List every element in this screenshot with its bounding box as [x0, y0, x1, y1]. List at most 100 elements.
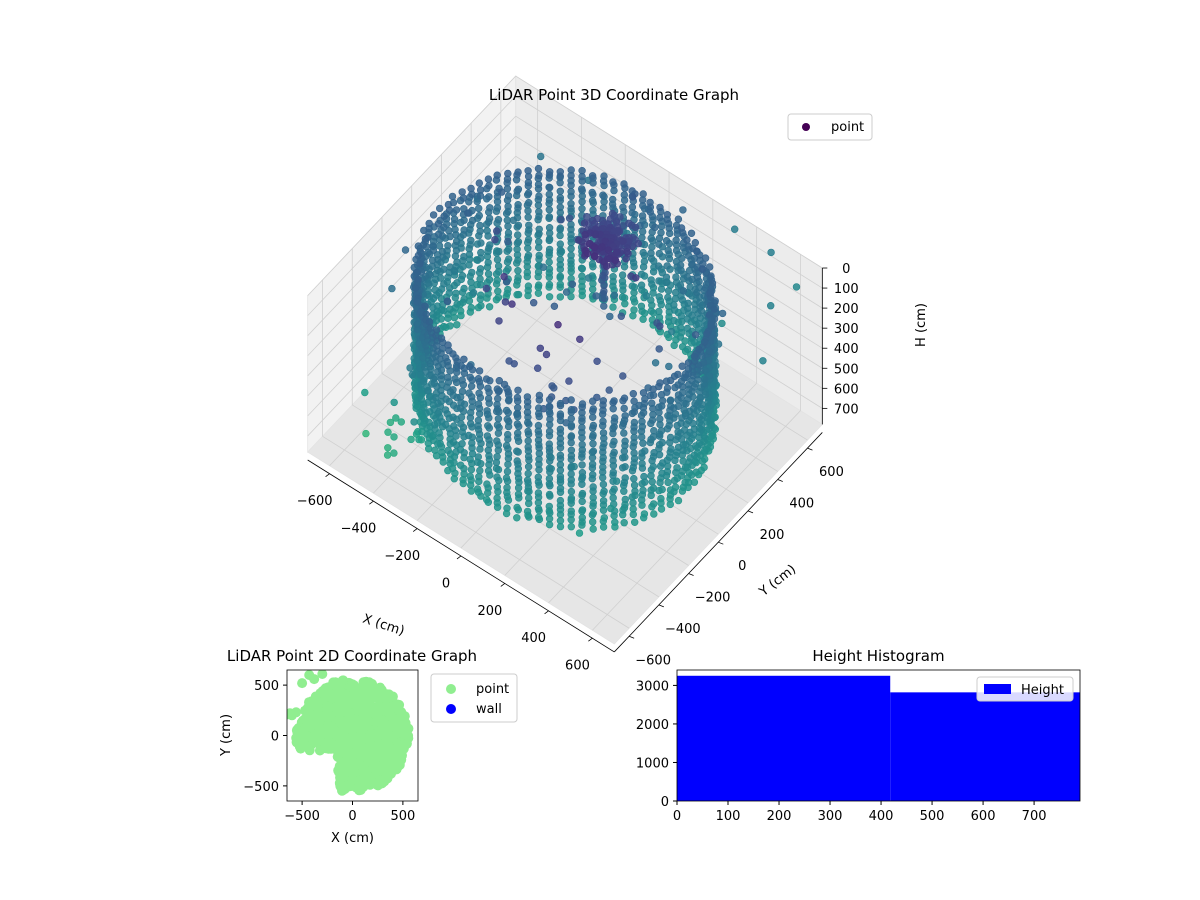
point-3d: [630, 454, 639, 463]
point-3d: [494, 287, 502, 295]
histogram-frame: [676, 669, 1081, 802]
point-3d: [456, 393, 465, 401]
point-2d: [348, 694, 359, 705]
point-2d: [314, 716, 325, 727]
scatter3d-axes: −600 −400 −200 0 200 400 600 X (cm) −600 −400 −200…: [297, 75, 929, 674]
point-3d: [674, 402, 682, 410]
histogram-bar: [890, 692, 1080, 801]
point-3d: [620, 404, 628, 413]
point-3d: [691, 400, 699, 408]
point-3d: [503, 488, 511, 497]
point-3d: [467, 465, 476, 474]
y-tick: [777, 479, 783, 482]
point-3d: [578, 414, 586, 422]
point-3d: [622, 255, 630, 263]
point-3d: [567, 292, 575, 301]
point-3d: [703, 330, 711, 338]
point-3d: [630, 397, 638, 405]
grid-y-floor: [322, 435, 630, 629]
point-2d: [372, 713, 383, 724]
point-3d: [484, 384, 492, 392]
point-3d: [656, 213, 664, 222]
point-3d: [428, 256, 437, 264]
point-3d: [655, 277, 663, 285]
point-3d: [648, 478, 656, 486]
point-3d: [476, 445, 484, 453]
point-3d: [663, 462, 672, 470]
point-3d: [657, 391, 666, 399]
point-3d: [448, 192, 457, 201]
point-3d: [649, 268, 658, 276]
point-3d: [545, 206, 553, 214]
point-3d: [477, 281, 485, 289]
point-3d: [673, 421, 681, 430]
point-2d: [329, 726, 340, 736]
point-3d: [483, 432, 492, 440]
point-3d: [665, 362, 673, 371]
point-3d: [656, 379, 664, 387]
point-3d: [495, 267, 503, 276]
y-tick: [718, 541, 724, 545]
point-3d: [453, 279, 461, 287]
point-3d: [477, 239, 485, 247]
point-3d: [542, 350, 551, 359]
point-3d: [485, 214, 494, 223]
y-tick-label: −400: [665, 622, 701, 637]
point-3d: [450, 422, 458, 430]
point-3d: [466, 455, 474, 464]
point-3d: [577, 185, 586, 193]
point-3d: [620, 429, 628, 437]
point-3d: [514, 168, 522, 176]
point-3d: [670, 341, 678, 350]
point-3d: [504, 430, 512, 439]
y-tick-label-2d: −500: [243, 780, 279, 795]
point-3d: [550, 384, 558, 392]
point-3d: [578, 198, 586, 206]
point-3d: [677, 312, 685, 320]
point-3d: [535, 225, 543, 234]
point-3d: [457, 413, 466, 421]
point-3d: [545, 490, 554, 499]
point-3d: [583, 249, 592, 258]
point-3d: [666, 500, 674, 509]
point-3d: [578, 205, 586, 213]
point-3d: [621, 437, 629, 445]
point-3d: [674, 428, 682, 436]
point-3d: [600, 487, 608, 495]
point-3d: [450, 313, 459, 322]
point-3d: [578, 167, 586, 175]
point-3d: [460, 226, 468, 234]
point-3d: [599, 463, 607, 471]
point-3d: [677, 224, 686, 232]
point-3d: [545, 515, 554, 523]
point-3d: [578, 423, 586, 432]
point-3d: [383, 451, 392, 459]
point-3d: [505, 357, 513, 365]
point-3d: [484, 422, 492, 430]
point-3d: [459, 262, 467, 271]
point-3d: [599, 497, 608, 505]
point-3d: [567, 432, 576, 440]
point-3d: [718, 309, 727, 318]
point-3d: [640, 510, 649, 518]
point-3d: [628, 193, 637, 201]
point-3d: [446, 232, 454, 241]
point-3d: [647, 276, 655, 284]
point-3d: [631, 404, 639, 412]
point-3d: [707, 272, 715, 280]
point-3d: [432, 275, 440, 284]
point-3d: [513, 457, 521, 465]
point-3d: [567, 515, 575, 524]
point-3d: [567, 220, 575, 229]
x-tick-label: 0: [442, 576, 450, 591]
point-3d: [710, 305, 718, 313]
point-3d: [556, 272, 564, 280]
point-3d: [545, 265, 554, 273]
y-tick-label: 400: [789, 496, 814, 511]
point-3d: [504, 265, 512, 273]
point-3d: [401, 246, 410, 254]
point-3d: [658, 459, 667, 467]
point-3d: [556, 168, 564, 176]
x-tick-label: −400: [341, 522, 377, 537]
